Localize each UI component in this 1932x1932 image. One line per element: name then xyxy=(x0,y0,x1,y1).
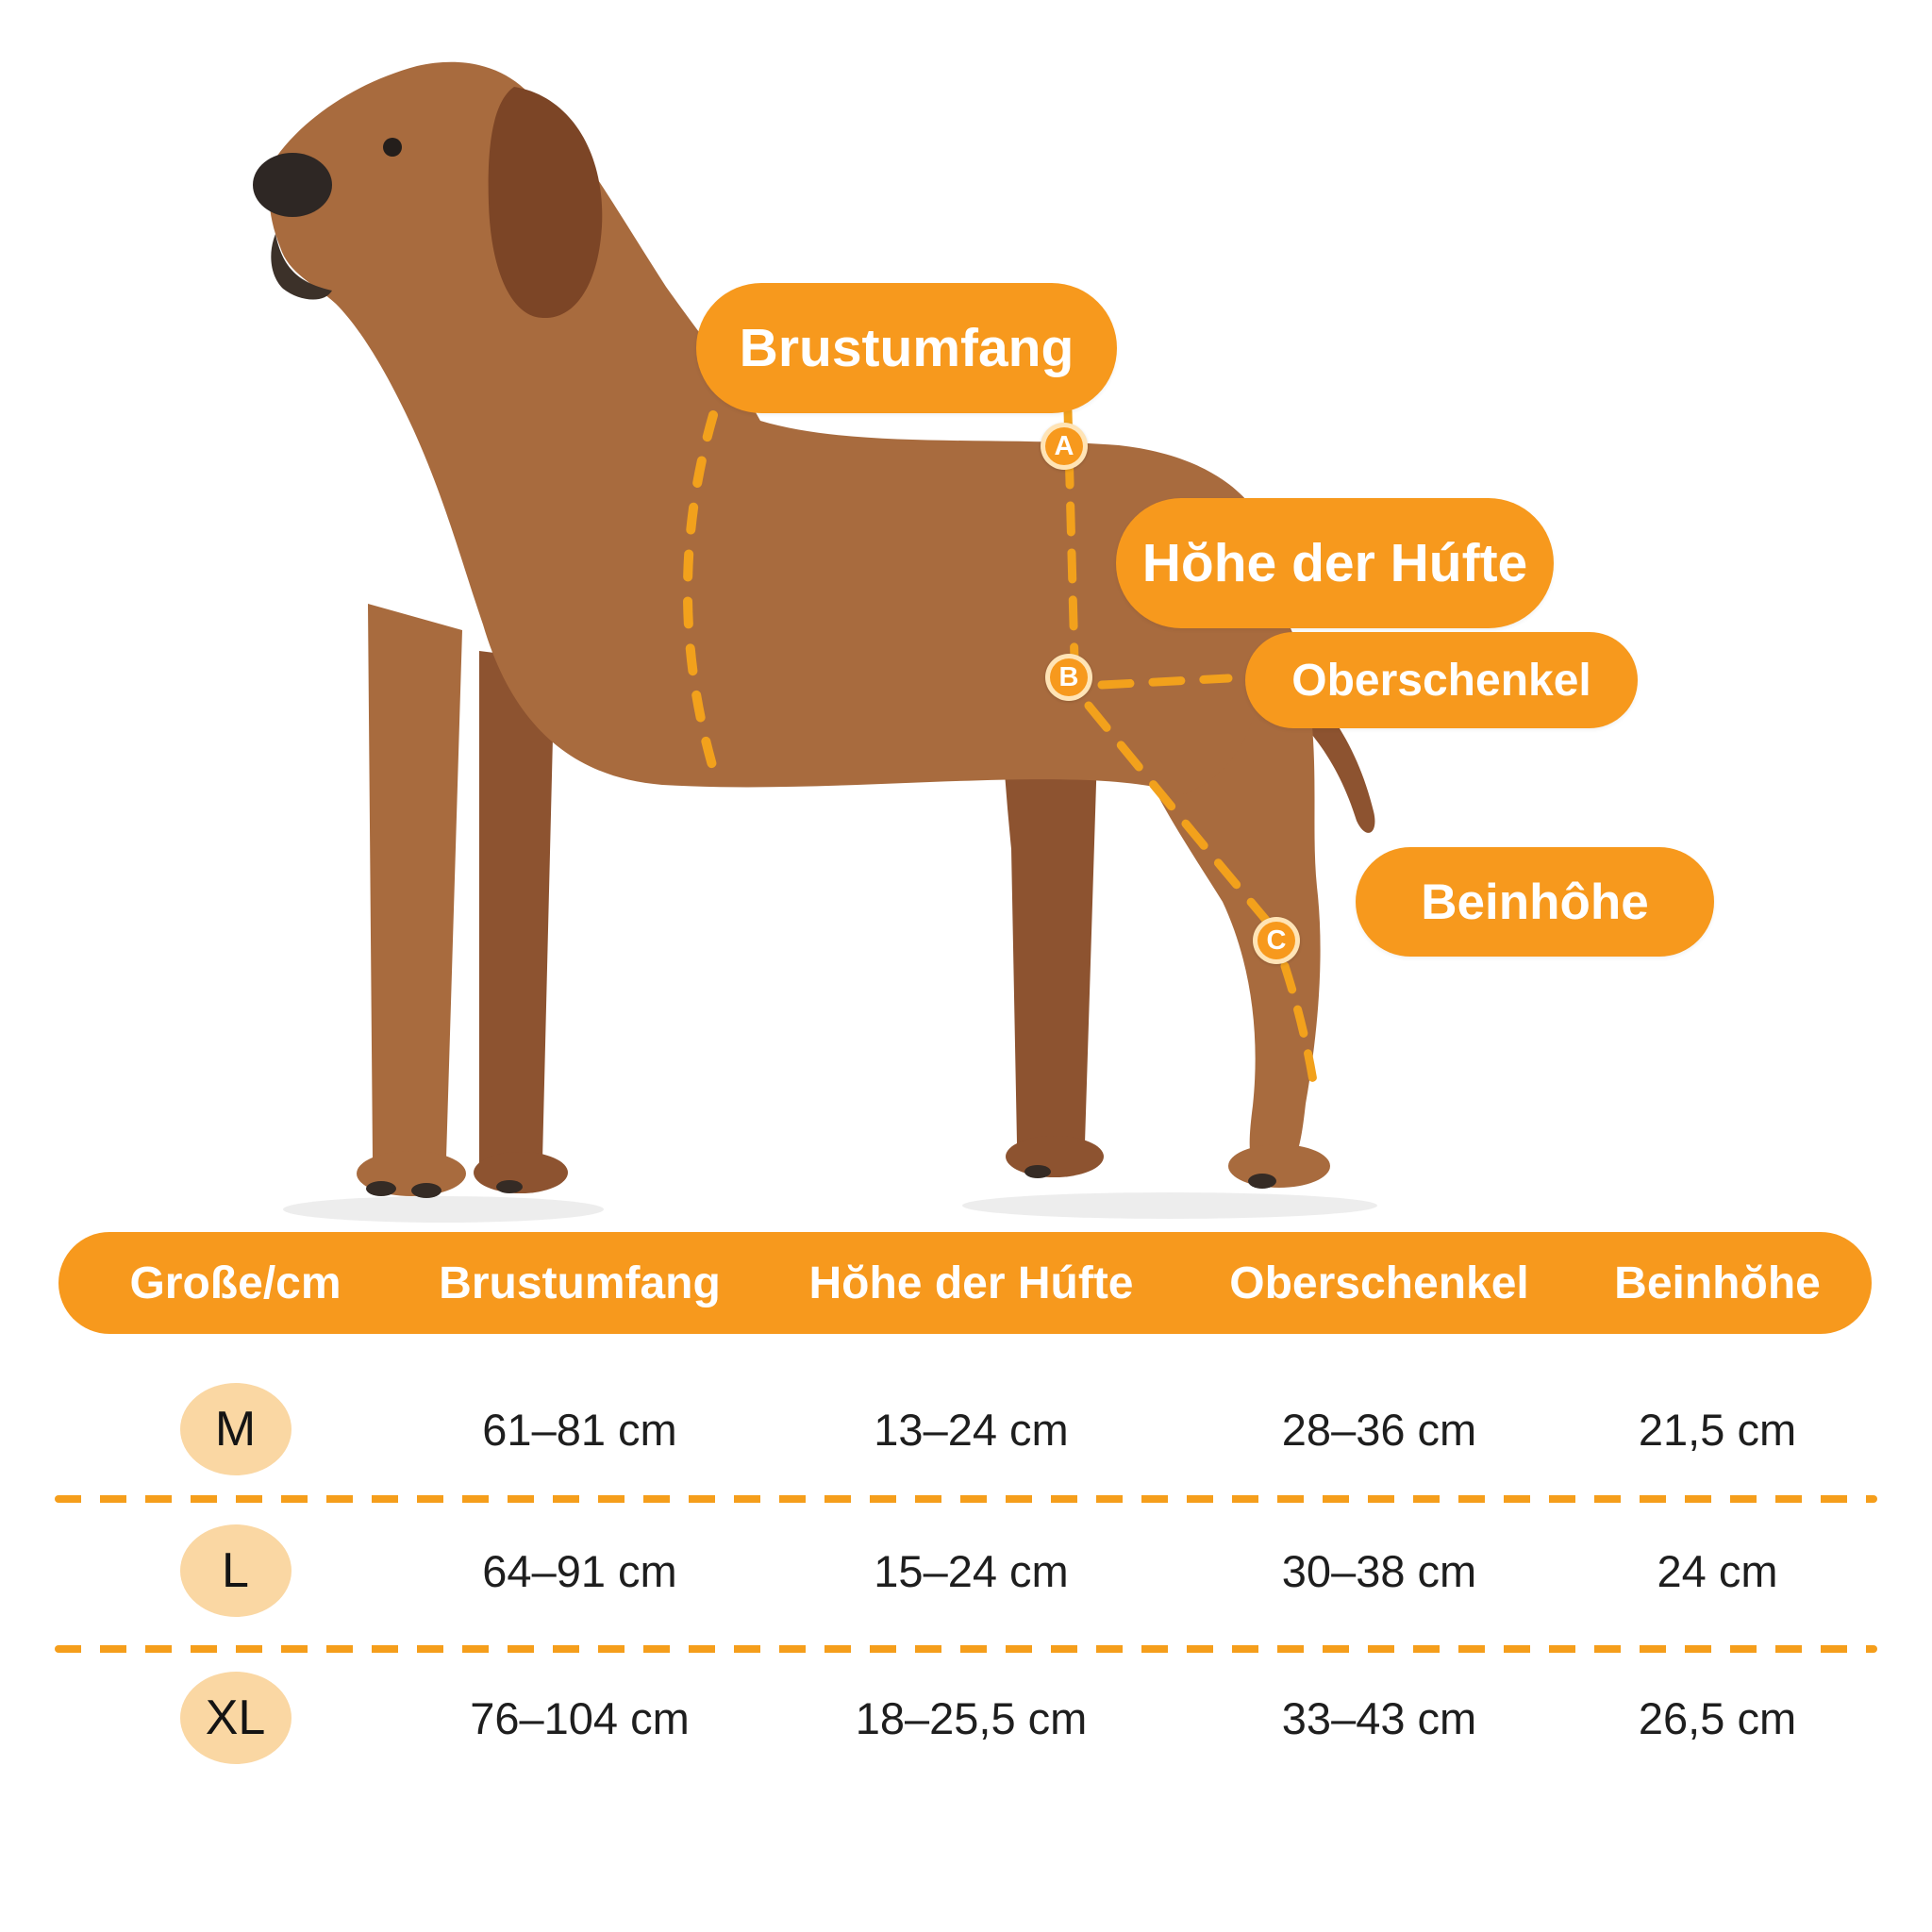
measure-line-chest-girth xyxy=(683,410,722,786)
measure-line-below-c xyxy=(1280,961,1318,1086)
dog-near-front-leg xyxy=(368,604,462,1185)
table-row-xl: XL 76–104 cm 18–25,5 cm 33–43 cm 26,5 cm xyxy=(58,1647,1872,1789)
cell-xl-oberschenkel: 33–43 cm xyxy=(1281,1692,1477,1743)
header-cell-groesse: Große/cm xyxy=(129,1257,341,1308)
cell-xl-hoehe: 18–25,5 cm xyxy=(855,1692,1088,1743)
dog-mouth xyxy=(271,234,332,300)
row-divider xyxy=(55,1495,1877,1503)
cell-l-brustumfang: 64–91 cm xyxy=(482,1545,677,1596)
cell-l-hoehe: 15–24 cm xyxy=(874,1545,1069,1596)
dog-toes xyxy=(496,1180,523,1193)
header-cell-oberschenkel: Oberschenkel xyxy=(1229,1257,1529,1308)
dog-toes xyxy=(1024,1165,1051,1178)
dog-ear xyxy=(488,87,603,319)
dog-near-rear-paw xyxy=(1228,1144,1330,1188)
cell-m-oberschenkel: 28–36 cm xyxy=(1281,1404,1477,1455)
marker-a: A xyxy=(1041,423,1088,470)
marker-c: C xyxy=(1253,917,1300,964)
table-row-l: L 64–91 cm 15–24 cm 30–38 cm 24 cm xyxy=(58,1500,1872,1641)
dog-toes xyxy=(366,1181,396,1196)
size-badge-xl: XL xyxy=(179,1672,291,1764)
size-table-header: Große/cm Brustumfang Hŏhe der Húfte Ober… xyxy=(58,1232,1872,1334)
size-badge-l: L xyxy=(179,1524,291,1617)
dog-far-front-leg xyxy=(478,651,555,1185)
header-cell-brustumfang: Brustumfang xyxy=(439,1257,721,1308)
marker-b: B xyxy=(1045,654,1092,701)
label-beinhoehe: Beinhôhe xyxy=(1356,847,1714,957)
measure-line-b-horizontal xyxy=(1097,674,1233,690)
cell-m-hoehe: 13–24 cm xyxy=(874,1404,1069,1455)
dog-nose xyxy=(253,153,332,217)
table-row-m: M 61–81 cm 13–24 cm 28–36 cm 21,5 cm xyxy=(58,1358,1872,1500)
measure-line-pill-to-a-b xyxy=(1063,407,1079,665)
row-divider xyxy=(55,1645,1877,1653)
dog-far-rear-paw xyxy=(1006,1136,1104,1177)
ground-shadow xyxy=(962,1192,1377,1219)
cell-m-brustumfang: 61–81 cm xyxy=(482,1404,677,1455)
cell-xl-beinhoehe: 26,5 cm xyxy=(1638,1692,1797,1743)
ground-shadow xyxy=(283,1196,604,1223)
label-oberschenkel: Oberschenkel xyxy=(1245,632,1638,728)
label-hoehe-der-huefte: Hŏhe der Húfte xyxy=(1116,498,1554,628)
cell-xl-brustumfang: 76–104 cm xyxy=(470,1692,690,1743)
dog-eye xyxy=(383,138,402,157)
dog-toes xyxy=(1248,1174,1276,1189)
header-cell-beinhoehe: Beinhŏhe xyxy=(1614,1257,1821,1308)
cell-l-beinhoehe: 24 cm xyxy=(1657,1545,1778,1596)
size-badge-m: M xyxy=(179,1383,291,1475)
dog-far-front-paw xyxy=(474,1152,568,1193)
header-cell-hoehe: Hŏhe der Húfte xyxy=(808,1257,1134,1308)
dog-toes xyxy=(411,1183,441,1198)
cell-m-beinhoehe: 21,5 cm xyxy=(1638,1404,1797,1455)
cell-l-oberschenkel: 30–38 cm xyxy=(1281,1545,1477,1596)
label-brustumfang: Brustumfang xyxy=(696,283,1117,413)
